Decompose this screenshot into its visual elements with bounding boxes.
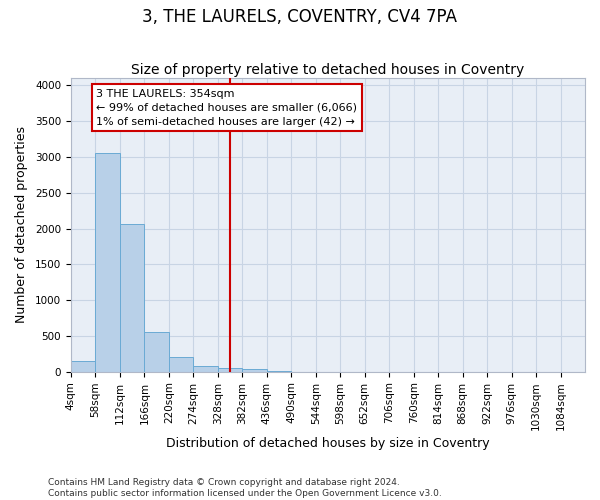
X-axis label: Distribution of detached houses by size in Coventry: Distribution of detached houses by size … — [166, 437, 490, 450]
Bar — [120, 224, 145, 372]
Bar — [267, 371, 291, 372]
Text: Contains HM Land Registry data © Crown copyright and database right 2024.
Contai: Contains HM Land Registry data © Crown c… — [48, 478, 442, 498]
Text: 3, THE LAURELS, COVENTRY, CV4 7PA: 3, THE LAURELS, COVENTRY, CV4 7PA — [143, 8, 458, 26]
Text: 3 THE LAURELS: 354sqm
← 99% of detached houses are smaller (6,066)
1% of semi-de: 3 THE LAURELS: 354sqm ← 99% of detached … — [97, 89, 358, 127]
Bar — [145, 332, 169, 372]
Bar — [218, 368, 242, 372]
Bar — [242, 369, 267, 372]
Bar — [169, 357, 193, 372]
Bar — [95, 152, 120, 372]
Title: Size of property relative to detached houses in Coventry: Size of property relative to detached ho… — [131, 63, 524, 77]
Y-axis label: Number of detached properties: Number of detached properties — [15, 126, 28, 324]
Bar — [71, 361, 95, 372]
Bar — [193, 366, 218, 372]
